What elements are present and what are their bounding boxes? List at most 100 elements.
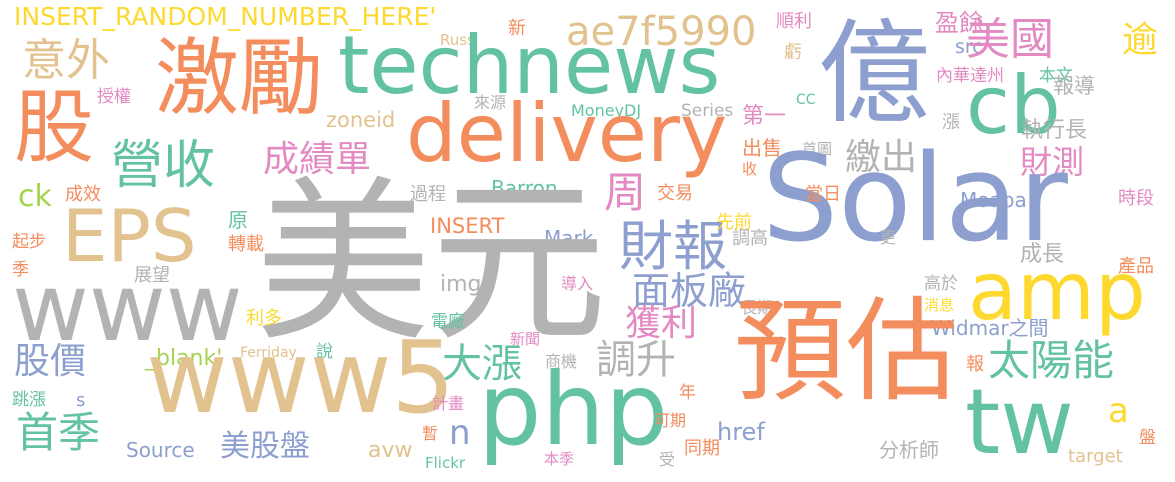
word: 財測 — [1020, 143, 1085, 181]
word: Widmar之間 — [931, 316, 1049, 340]
word: amp — [968, 245, 1146, 338]
word: href — [717, 418, 765, 446]
word: 展望 — [134, 265, 170, 286]
word: 執行長 — [1021, 118, 1088, 143]
word: 盈餘 — [935, 9, 983, 37]
word: 先前 — [716, 212, 752, 233]
word: MoneyDJ — [571, 101, 642, 120]
word: 導入 — [561, 274, 594, 293]
word: 新 — [508, 18, 526, 39]
word: Flickr — [425, 454, 466, 472]
word: 利多 — [246, 308, 282, 329]
word: 商機 — [545, 352, 578, 371]
word: Ferriday — [240, 345, 297, 361]
word: 激勵 — [155, 29, 324, 127]
word: 財報 — [619, 215, 727, 278]
word: s — [76, 390, 86, 411]
word: 調高 — [732, 228, 768, 249]
word: 虧 — [784, 42, 802, 63]
word: 起步 — [12, 232, 46, 252]
word: Barron — [491, 176, 558, 200]
word: 第一 — [742, 104, 787, 129]
word: 電廠 — [431, 312, 465, 332]
word: 暫 — [422, 424, 439, 443]
word: Russ — [440, 31, 475, 49]
word: 報導 — [1053, 74, 1095, 98]
word: 美元 — [255, 161, 608, 366]
word: 過程 — [410, 184, 446, 205]
word: INSERT — [430, 214, 505, 238]
word: EPS — [62, 194, 197, 278]
word: 逾 — [1116, 20, 1157, 56]
word: 調升 — [596, 337, 676, 383]
word: 報 — [966, 354, 984, 375]
word: 來源 — [474, 93, 507, 112]
word: 時段 — [1118, 188, 1154, 209]
word: avw — [368, 438, 413, 463]
word: target — [1068, 446, 1123, 467]
word: 內華達州 — [936, 66, 1004, 86]
word: 太陽能 — [988, 336, 1115, 385]
word: 營收 — [111, 136, 216, 196]
word: 繳出 — [845, 137, 918, 178]
word: tw — [965, 370, 1074, 475]
word: Mark — [544, 226, 594, 250]
word: 交易 — [657, 183, 693, 204]
word: www — [12, 254, 243, 363]
word: Solar — [762, 130, 1068, 269]
word: zoneid — [326, 108, 396, 132]
word: 新聞 — [510, 330, 541, 348]
word: 獲利 — [625, 303, 698, 344]
word: 計畫 — [432, 394, 465, 413]
word: img — [440, 272, 482, 297]
word: 首圖 — [802, 140, 833, 158]
word: 股 — [14, 81, 94, 174]
word: 股價 — [14, 341, 87, 382]
word: 產品 — [1118, 256, 1154, 277]
word: 周 — [604, 168, 647, 217]
word: 高於 — [924, 274, 958, 294]
word: 意外 — [22, 35, 110, 86]
word: 大漲 — [442, 341, 522, 387]
word: 受 — [659, 450, 676, 469]
word: php — [478, 351, 669, 468]
word: 盤 — [1139, 428, 1156, 448]
word: cb — [966, 59, 1061, 152]
word: www5 — [146, 319, 455, 436]
word: ck — [18, 179, 52, 214]
word: 更 — [880, 228, 897, 247]
word: 美國 — [966, 14, 1054, 65]
word: 可期 — [654, 411, 687, 430]
word: 年 — [679, 383, 696, 403]
word: a — [1108, 391, 1129, 431]
word: 授權 — [97, 87, 131, 107]
word: 原 — [228, 208, 248, 232]
word: 消息 — [924, 296, 955, 314]
word: INSERT_RANDOM_NUMBER_HERE' — [14, 2, 437, 31]
word: ae7f5990 — [566, 9, 757, 55]
word: 收 — [742, 160, 758, 178]
word: 當日 — [805, 184, 841, 205]
word: 成績單 — [263, 139, 372, 180]
word: 季 — [12, 260, 29, 280]
word: n — [449, 413, 471, 453]
word: 成長 — [1020, 242, 1065, 267]
word: 成效 — [65, 184, 101, 205]
word: Source — [126, 438, 195, 462]
word: CC — [796, 92, 816, 108]
word: 面板廠 — [632, 269, 747, 313]
word: 順利 — [776, 11, 812, 32]
word: 億 — [818, 9, 930, 139]
word: 美股盤 — [220, 429, 310, 464]
word: 長期 — [741, 298, 774, 317]
word: 漲 — [942, 112, 960, 133]
word: 分析師 — [879, 438, 939, 462]
word: _blank' — [145, 346, 223, 371]
word: 出售 — [742, 136, 782, 160]
word: delivery — [406, 87, 728, 180]
word: 說 — [316, 342, 333, 362]
word: Series — [681, 101, 734, 121]
word: 跳漲 — [12, 390, 46, 410]
word: 同期 — [684, 438, 720, 459]
